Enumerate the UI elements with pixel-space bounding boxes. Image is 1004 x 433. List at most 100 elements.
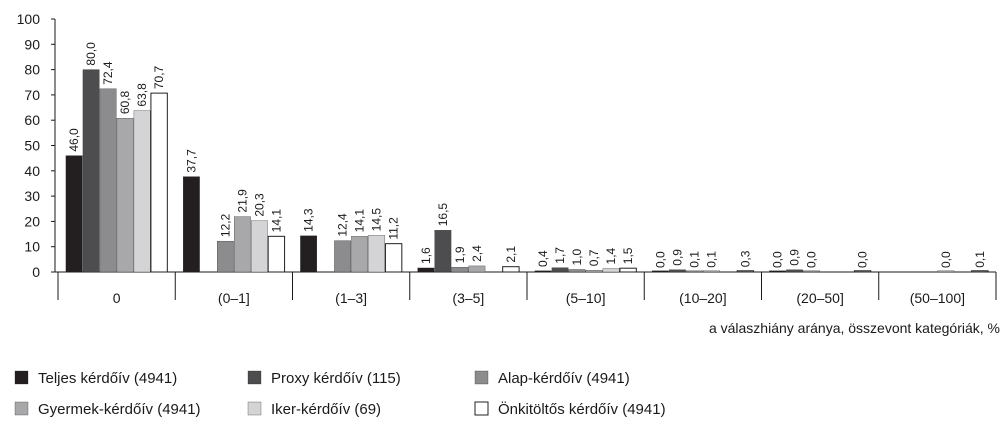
legend-swatch: [247, 370, 262, 385]
x-tick-label: (10–20]: [679, 290, 726, 306]
data-label: 1,4: [604, 247, 618, 264]
data-label: 2,1: [504, 246, 518, 263]
bar: [234, 216, 251, 273]
bar: [116, 118, 134, 273]
legend-label: Önkitöltős kérdőív (4941): [498, 400, 666, 418]
bar: [451, 267, 469, 273]
legend-swatch: [14, 370, 29, 385]
y-tick-label: 10: [24, 239, 40, 255]
bar: [502, 266, 520, 273]
data-label: 16,5: [436, 203, 450, 227]
data-label: 46,0: [67, 128, 81, 152]
bar: [652, 270, 669, 273]
bar: [65, 155, 83, 273]
y-tick-label: 70: [24, 87, 40, 103]
bar: [251, 220, 268, 273]
data-label: 1,6: [419, 247, 433, 264]
legend-label: Proxy kérdőív (115): [271, 370, 401, 387]
x-tick-label: (0–1]: [218, 290, 250, 306]
data-label: 12,4: [336, 213, 350, 237]
data-label: 0,0: [805, 251, 819, 268]
legend-swatch: [474, 401, 489, 416]
data-label: 14,5: [370, 208, 384, 232]
legend-swatch: [247, 401, 262, 416]
data-label: 0,0: [939, 251, 953, 268]
legend-label: Iker-kérdőív (69): [271, 401, 381, 418]
data-label: 0,0: [653, 251, 667, 268]
x-tick-label: (3–5]: [452, 290, 484, 306]
bar: [133, 110, 151, 273]
data-label: 0,1: [973, 251, 987, 268]
data-label: 0,0: [771, 251, 785, 268]
data-label: 70,7: [152, 65, 166, 89]
data-label: 11,2: [387, 217, 401, 240]
x-tick-label: (20–50]: [796, 290, 843, 306]
y-tick-label: 90: [24, 36, 40, 52]
bar: [602, 268, 620, 273]
data-label: 60,8: [118, 90, 132, 114]
data-label: 21,9: [235, 189, 249, 213]
data-label: 0,4: [536, 250, 550, 267]
bar: [568, 269, 586, 273]
bar: [736, 270, 755, 273]
bar: [150, 92, 168, 273]
data-label: 14,3: [302, 208, 316, 232]
bar: [551, 267, 569, 273]
data-label: 0,9: [670, 249, 684, 266]
bar: [300, 235, 317, 273]
bar: [468, 265, 486, 273]
data-label: 1,5: [621, 247, 635, 264]
x-tick-label: (1–3]: [335, 290, 367, 306]
bar: [183, 176, 200, 273]
x-axis-title: a válaszhiány aránya, összevont kategóri…: [709, 320, 1000, 336]
data-label: 0,1: [687, 251, 701, 268]
y-tick-label: 100: [17, 11, 41, 27]
data-label: 14,1: [269, 209, 283, 233]
bar: [971, 270, 989, 273]
data-label: 37,7: [184, 149, 198, 173]
data-label: 0,9: [788, 249, 802, 266]
data-label: 0,1: [704, 251, 718, 268]
data-label: 72,4: [101, 61, 115, 85]
bar: [417, 267, 435, 273]
data-label: 0,3: [738, 250, 752, 267]
data-label: 80,0: [84, 42, 98, 66]
x-tick-label: (5–10]: [566, 290, 606, 306]
legend-swatch: [474, 370, 489, 385]
y-tick-label: 20: [24, 213, 40, 229]
y-tick-label: 0: [32, 264, 40, 280]
bar: [703, 270, 720, 273]
bar: [853, 270, 872, 273]
data-label: 20,3: [252, 193, 266, 217]
bar: [534, 270, 552, 273]
bar: [619, 267, 637, 273]
data-label: 2,4: [470, 245, 484, 262]
bar: [267, 235, 286, 273]
y-tick-label: 40: [24, 163, 40, 179]
y-tick-label: 50: [24, 138, 40, 154]
x-tick-label: (50–100]: [910, 290, 965, 306]
data-label: 0,7: [587, 249, 601, 266]
legend-swatch: [14, 401, 29, 416]
bar: [769, 270, 786, 273]
bar: [368, 235, 385, 273]
y-tick-label: 30: [24, 188, 40, 204]
bar: [686, 270, 703, 273]
bar: [434, 230, 452, 273]
data-label: 0,0: [856, 251, 870, 268]
x-tick-label: 0: [113, 290, 121, 306]
data-label: 1,0: [570, 248, 584, 265]
bar: [786, 269, 803, 273]
bar: [217, 240, 234, 273]
bar: [334, 240, 351, 273]
data-label: 63,8: [135, 83, 149, 107]
y-tick-label: 80: [24, 62, 40, 78]
bar: [82, 69, 100, 273]
bar: [384, 243, 403, 273]
bar: [585, 270, 603, 273]
bar: [937, 270, 955, 273]
bar: [669, 269, 686, 273]
bar: [351, 236, 368, 273]
bar: [803, 270, 820, 273]
